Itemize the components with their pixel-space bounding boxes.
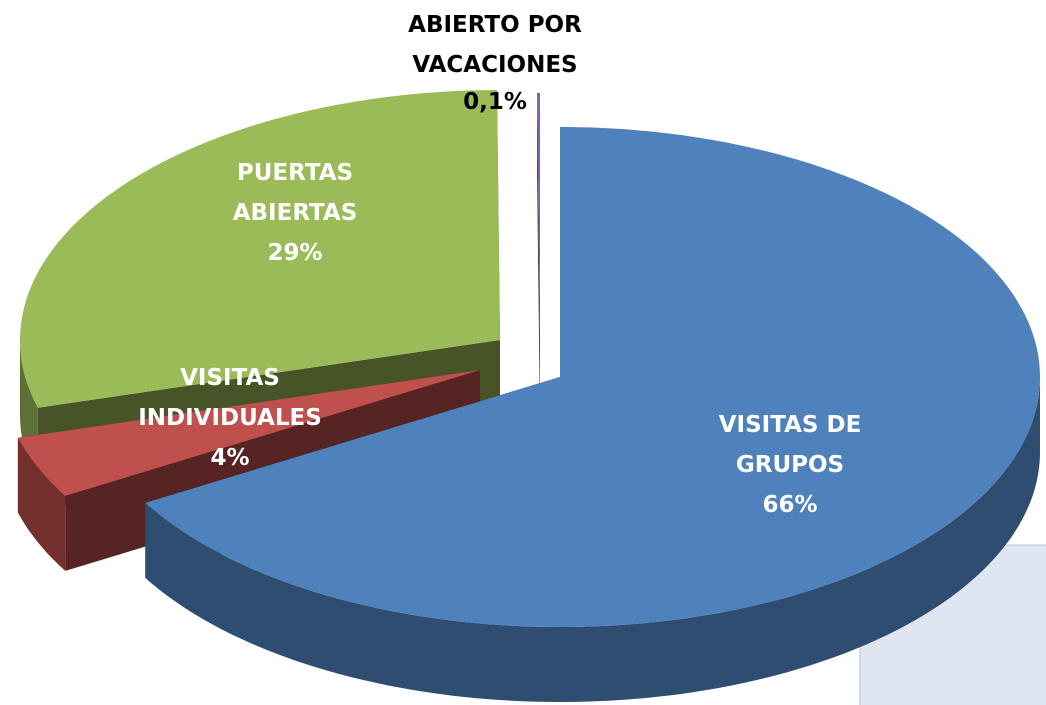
value-label: 66% bbox=[762, 492, 818, 518]
value-label: 4% bbox=[210, 445, 250, 471]
value-label: 29% bbox=[267, 240, 323, 266]
value-label: 0,1% bbox=[463, 89, 527, 115]
slice bbox=[145, 127, 1041, 627]
slice-face bbox=[537, 93, 540, 418]
slice bbox=[17, 370, 481, 496]
category-label: VISITAS DE GRUPOS bbox=[718, 412, 862, 478]
slice bbox=[537, 93, 540, 343]
slice bbox=[20, 90, 500, 408]
slice-face bbox=[17, 370, 481, 513]
slice-side bbox=[145, 377, 1041, 702]
category-label: PUERTAS ABIERTAS bbox=[232, 160, 358, 226]
slice-side bbox=[17, 437, 66, 571]
category-label: VISITAS INDIVIDUALES bbox=[138, 365, 322, 431]
category-label: ABIERTO POR VACACIONES bbox=[408, 12, 582, 78]
